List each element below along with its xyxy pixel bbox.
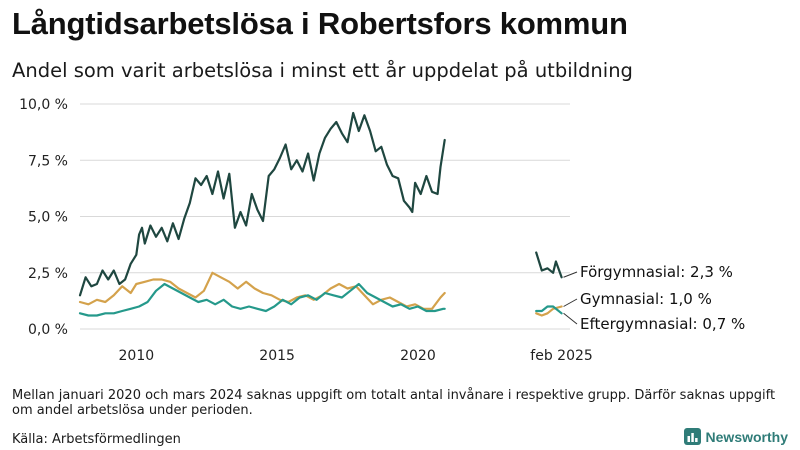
bar-chart-icon [683,428,701,445]
y-tick-label: 2,5 % [28,266,68,282]
chart-subtitle: Andel som varit arbetslösa i minst ett å… [12,59,633,82]
series-end-label-eftergymnasial: Eftergymnasial: 0,7 % [580,315,745,333]
label-leader-line [563,312,578,325]
series-line-förgymnasial-1 [535,251,563,279]
grid-lines [80,103,570,330]
y-tick-label: 7,5 % [28,153,68,169]
x-tick-label: 2010 [119,348,155,364]
label-leader-line [563,271,578,278]
brand-name: Newsworthy [705,428,788,445]
y-tick-label: 5,0 % [28,210,68,226]
x-tick-label: 2015 [259,348,295,364]
y-tick-label: 0,0 % [28,322,68,338]
series-end-label-förgymnasial: Förgymnasial: 2,3 % [580,263,733,281]
source-note: Källa: Arbetsförmedlingen [12,432,181,447]
series-line-förgymnasial-0 [78,111,446,297]
chart-title: Långtidsarbetslösa i Robertsfors kommun [12,6,628,41]
newsworthy-logo: Newsworthy [683,428,788,445]
series-line-eftergymnasial-0 [78,282,446,317]
x-tick-label: feb 2025 [530,348,593,364]
label-leader-line [563,298,578,307]
y-axis-labels: 0,0 % 2,5 % 5,0 % 7,5 % 10,0 % [19,97,68,338]
series-lines [78,111,563,317]
series-end-label-gymnasial: Gymnasial: 1,0 % [580,290,712,308]
x-axis-labels: 2010 2015 2020 feb 2025 [119,348,593,364]
line-chart: 0,0 % 2,5 % 5,0 % 7,5 % 10,0 % 2010 2015 2020 f… [19,97,745,364]
x-tick-label: 2020 [400,348,436,364]
series-line-gymnasial-0 [78,271,446,310]
series-line-eftergymnasial-1 [535,305,563,315]
y-tick-label: 10,0 % [19,97,68,113]
series-end-labels: Förgymnasial: 2,3 % Gymnasial: 1,0 % Efter… [563,263,745,333]
footnote: Mellan januari 2020 och mars 2024 saknas… [12,388,776,418]
